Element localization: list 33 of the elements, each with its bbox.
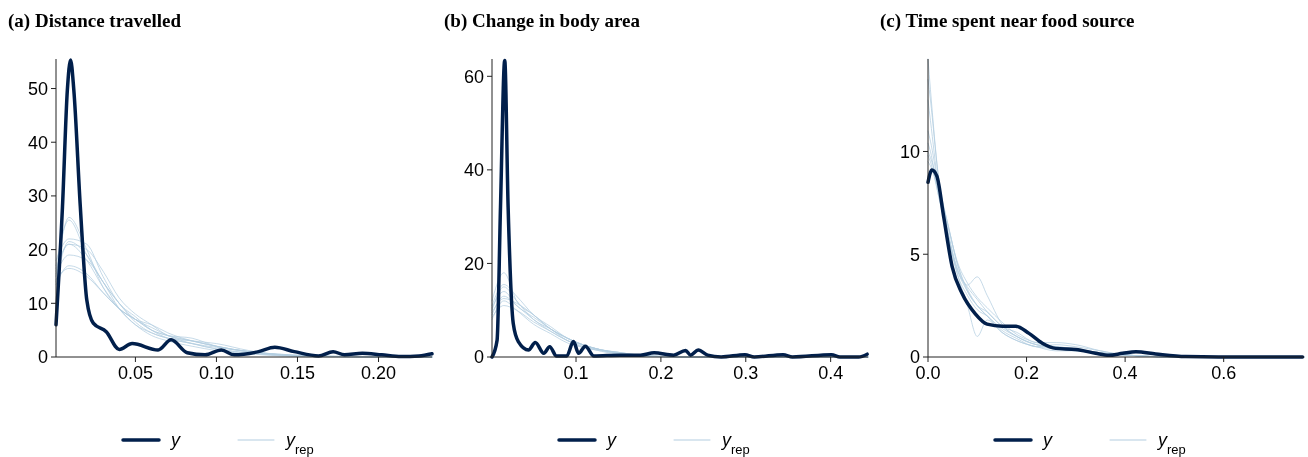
y-tick-label: 5 xyxy=(909,244,920,265)
legend-label: y$_{rep}$ xyxy=(284,430,314,457)
y-tick-label: 20 xyxy=(27,239,48,260)
x-tick-label: 0.4 xyxy=(818,363,844,383)
x-tick-label: 0.15 xyxy=(279,363,316,383)
y-tick-label: 10 xyxy=(899,141,920,162)
x-tick-label: 0.3 xyxy=(733,363,759,383)
x-tick-label: 0.20 xyxy=(360,363,397,383)
x-tick-label: 0.0 xyxy=(915,363,941,383)
y-tick-label: 40 xyxy=(27,132,48,153)
y-tick-label: 0 xyxy=(473,347,484,368)
x-tick-label: 0.6 xyxy=(1211,363,1237,383)
chart-title: (a) Distance travelled xyxy=(8,10,182,32)
legend-label: y xyxy=(1041,430,1053,451)
y-tick-label: 40 xyxy=(463,160,484,181)
x-tick-label: 0.05 xyxy=(117,363,153,383)
y-tick-label: 50 xyxy=(27,78,48,99)
legend-label: y$_{rep}$ xyxy=(1156,430,1186,457)
legend-label: y$_{rep}$ xyxy=(720,430,750,457)
y-tick-label: 60 xyxy=(463,66,484,87)
x-tick-label: 0.2 xyxy=(648,363,674,383)
legend-label: y xyxy=(605,430,617,451)
x-tick-label: 0.10 xyxy=(198,363,234,383)
y-tick-label: 0 xyxy=(37,347,48,368)
y-tick-label: 20 xyxy=(463,253,484,274)
y-tick-label: 30 xyxy=(27,186,48,207)
y-tick-label: 10 xyxy=(27,293,48,314)
chart-title: (c) Time spent near food source xyxy=(880,10,1135,32)
chart-title: (b) Change in body area xyxy=(444,10,641,32)
legend-label: y xyxy=(169,430,181,451)
x-tick-label: 0.2 xyxy=(1014,363,1040,383)
x-tick-label: 0.4 xyxy=(1112,363,1138,383)
x-tick-label: 0.1 xyxy=(563,363,589,383)
